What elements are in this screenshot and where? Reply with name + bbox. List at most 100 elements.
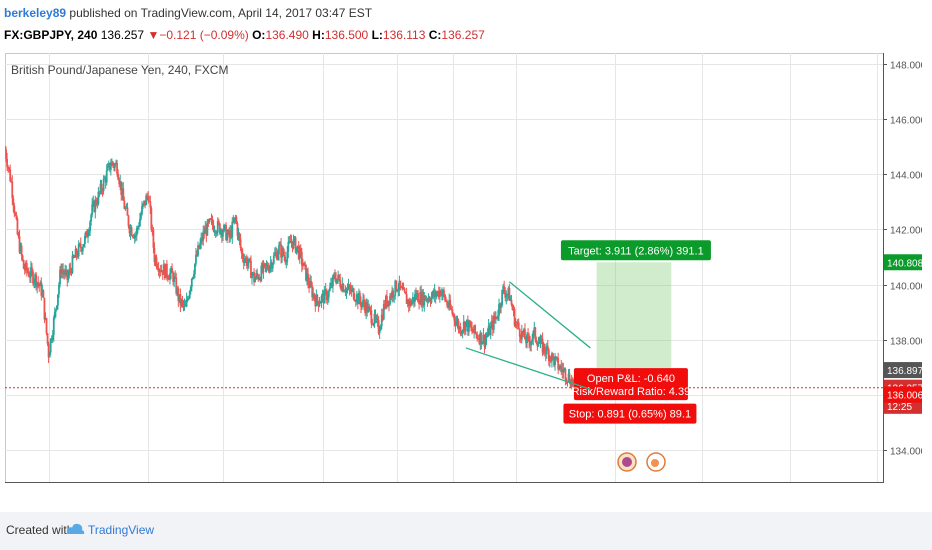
candle-body: [507, 287, 510, 295]
candle-body: [153, 247, 156, 262]
candle-body: [530, 341, 533, 346]
candle-body: [120, 181, 123, 195]
candle-body: [337, 274, 340, 279]
candle-body: [484, 338, 487, 347]
target-box[interactable]: Target: 3.911 (2.86%) 391.1: [560, 240, 711, 261]
wedge-upper-line[interactable]: [508, 281, 591, 349]
candle-body: [72, 255, 75, 258]
candle-body: [349, 288, 352, 292]
candle-body: [210, 219, 213, 221]
candle-body: [435, 293, 438, 297]
candle-body: [571, 379, 574, 384]
candle-body: [410, 301, 413, 306]
candle-body: [137, 226, 140, 228]
candle-body: [460, 331, 463, 334]
candle-body: [334, 275, 336, 279]
candle-body: [316, 294, 319, 302]
candle-body: [458, 327, 461, 330]
candle-body: [542, 343, 545, 353]
candle-body: [513, 308, 516, 326]
candle-body: [327, 290, 330, 298]
symbol-name[interactable]: FX:GBPJPY, 240: [4, 28, 98, 42]
candle-body: [372, 323, 375, 325]
candle-body: [262, 263, 265, 273]
candle-body: [29, 276, 31, 278]
candle-body: [457, 321, 460, 330]
candle-body: [18, 236, 21, 253]
candle-body: [311, 285, 314, 298]
candle-body: [356, 294, 359, 304]
chart-area[interactable]: Target: 3.911 (2.86%) 391.1 Stop: 0.891 (…: [4, 53, 927, 500]
candle-body: [139, 218, 141, 227]
candle-body: [364, 305, 367, 314]
candle-body: [73, 257, 76, 259]
candle-body: [324, 289, 327, 291]
candle-body: [215, 232, 218, 234]
candle-body: [451, 309, 454, 314]
candle-body: [114, 164, 116, 168]
candle-body: [379, 326, 382, 331]
price-tick-label: 134.000: [890, 447, 922, 458]
candle-body: [476, 334, 479, 339]
candle-body: [30, 267, 32, 277]
candle-body: [425, 299, 428, 301]
candle-body: [123, 200, 126, 209]
candle-body: [416, 293, 418, 298]
candle-body: [315, 294, 318, 307]
candle-body: [403, 288, 406, 292]
candle-body: [51, 335, 54, 341]
price-chart[interactable]: Target: 3.911 (2.86%) 391.1 Stop: 0.891 (…: [4, 53, 927, 500]
candle-body: [353, 299, 356, 301]
candle-body: [547, 350, 550, 362]
candle-body: [53, 311, 56, 318]
candle-body: [388, 300, 390, 305]
candle-body: [520, 330, 523, 340]
tradingview-cloud-icon[interactable]: [66, 520, 86, 538]
candle-body: [383, 303, 386, 308]
candle-body: [314, 298, 317, 307]
candle-body: [370, 310, 373, 324]
candle-body: [202, 231, 205, 241]
candle-body: [184, 304, 187, 307]
candle-body: [489, 325, 492, 336]
tradingview-brand[interactable]: TradingView: [88, 523, 155, 537]
candle-body: [493, 316, 496, 319]
target-zone[interactable]: [596, 262, 672, 371]
candle-body: [250, 260, 252, 279]
candle-body: [171, 268, 173, 274]
last-price: 136.257: [100, 28, 145, 42]
wedge-lower-line[interactable]: [465, 347, 591, 390]
time-axis[interactable]: 16Feb13Mar1322Apr17May1529: [5, 482, 883, 500]
event-icons[interactable]: [617, 452, 666, 472]
candle-body: [564, 368, 567, 380]
candle-body: [428, 298, 431, 301]
author-link[interactable]: berkeley89: [4, 6, 67, 20]
dividend-icon-inner: [651, 459, 659, 467]
candle-body: [310, 280, 313, 286]
price-tick-label: 138.000: [890, 337, 922, 348]
candle-body: [98, 191, 101, 193]
candle-body: [95, 199, 98, 205]
candle-body: [108, 162, 111, 170]
candle-body: [91, 204, 94, 215]
candle-body: [247, 258, 250, 263]
low-label: L:: [371, 28, 383, 42]
candle-body: [486, 334, 489, 337]
candle-body: [459, 327, 462, 334]
candle-body: [343, 291, 346, 293]
drawings[interactable]: Target: 3.911 (2.86%) 391.1 Stop: 0.891 (…: [5, 240, 883, 424]
candle-body: [544, 351, 547, 355]
candle-body: [209, 218, 212, 220]
candle-body: [524, 329, 526, 340]
candle-body: [168, 278, 170, 280]
candle-body: [172, 273, 175, 282]
candle-body: [180, 299, 183, 306]
candle-body: [190, 278, 193, 287]
candle-body: [233, 217, 236, 223]
plot-border: [5, 53, 884, 483]
candle-body: [16, 218, 19, 235]
candle-body: [280, 244, 282, 258]
stop-box[interactable]: Stop: 0.891 (0.65%) 89.1: [563, 403, 697, 424]
